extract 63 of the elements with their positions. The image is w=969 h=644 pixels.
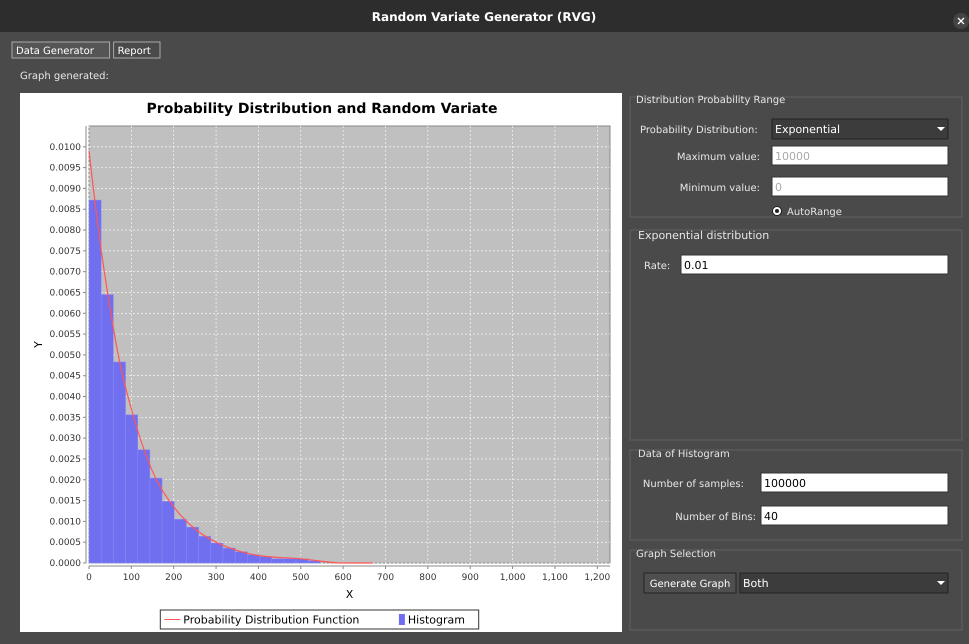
- y-tick-label: 0.0015: [50, 496, 81, 507]
- text: Report: [118, 46, 151, 57]
- y-tick-label: 0.0070: [50, 268, 82, 278]
- y-tick-label: 0.0055: [50, 330, 81, 340]
- x-tick-label: 300: [207, 573, 225, 583]
- x-tick-label: 1,000: [500, 573, 526, 583]
- x-axis-title: X: [346, 588, 354, 601]
- x-tick-label: 700: [376, 573, 394, 583]
- text: 10000: [775, 150, 810, 163]
- x-tick-label: 400: [250, 573, 268, 583]
- x-tick-label: 200: [165, 573, 183, 583]
- y-tick-label: 0.0005: [50, 538, 81, 548]
- text: Random Variate Generator (RVG): [372, 10, 596, 24]
- y-tick-label: 0.0025: [50, 454, 81, 465]
- y-tick-label: 0.0065: [50, 288, 81, 298]
- y-tick-label: 0.0050: [50, 350, 82, 361]
- text: 0: [775, 181, 782, 194]
- text: 40: [764, 510, 778, 523]
- y-tick-label: 0.0040: [50, 392, 82, 403]
- text: Distribution Probability Range: [636, 95, 786, 106]
- x-tick-label: 0: [86, 573, 92, 583]
- y-tick-label: 0.0030: [50, 434, 82, 444]
- text: Graph Selection: [636, 549, 716, 560]
- text: Graph generated:: [20, 71, 109, 82]
- y-tick-label: 0.0000: [50, 559, 82, 569]
- y-tick-label: 0.0075: [50, 246, 81, 257]
- text: Rate:: [644, 261, 670, 272]
- y-tick-label: 0.0020: [50, 476, 82, 486]
- text: Data Generator: [16, 46, 95, 57]
- y-tick-label: 0.0060: [50, 309, 82, 320]
- y-tick-label: 0.0035: [50, 413, 81, 424]
- text: Probability Distribution:: [640, 125, 758, 136]
- y-axis-title: Y: [32, 340, 45, 349]
- legend-label: Histogram: [408, 614, 465, 626]
- text: AutoRange: [787, 207, 842, 218]
- text: Both: [743, 577, 769, 590]
- text: Generate Graph: [650, 579, 730, 590]
- x-tick-label: 1,200: [584, 573, 610, 583]
- text: 100000: [764, 477, 806, 490]
- y-tick-label: 0.0100: [50, 142, 82, 153]
- x-tick-label: 1,100: [542, 573, 568, 583]
- line-series: [88, 150, 374, 564]
- y-tick-label: 0.0085: [50, 205, 81, 216]
- chart-title: Probability Distribution and Random Variate: [146, 101, 498, 117]
- text: Exponential distribution: [638, 229, 770, 242]
- text: Number of samples:: [642, 479, 744, 490]
- y-tick-label: 0.0090: [50, 184, 82, 194]
- y-tick-label: 0.0045: [50, 372, 81, 382]
- text: 0.01: [684, 259, 708, 272]
- text: Number of Bins:: [675, 512, 756, 523]
- x-tick-label: 600: [334, 573, 352, 583]
- text: Minimum value:: [680, 183, 760, 194]
- y-tick-label: 0.0095: [50, 164, 81, 174]
- x-tick-label: 100: [122, 573, 140, 583]
- x-tick-label: 800: [419, 573, 437, 583]
- x-tick-label: 900: [462, 573, 480, 583]
- text: Maximum value:: [676, 152, 760, 163]
- legend-label: Probability Distribution Function: [183, 614, 360, 626]
- y-tick-label: 0.0080: [50, 226, 82, 236]
- x-tick-label: 500: [292, 573, 310, 583]
- text: Data of Histogram: [638, 449, 730, 460]
- y-tick-label: 0.0010: [50, 517, 82, 528]
- text: Exponential: [775, 123, 840, 136]
